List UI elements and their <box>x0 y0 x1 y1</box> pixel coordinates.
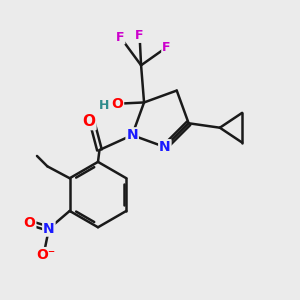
Text: N: N <box>126 128 138 142</box>
Text: F: F <box>135 29 144 42</box>
Text: F: F <box>162 41 171 54</box>
Text: N: N <box>43 222 55 236</box>
Text: O: O <box>24 216 35 230</box>
Text: H: H <box>99 99 109 112</box>
Text: O⁻: O⁻ <box>36 248 56 262</box>
Text: O: O <box>111 97 123 111</box>
Text: N: N <box>159 140 171 154</box>
Text: O: O <box>82 114 96 129</box>
Text: F: F <box>116 31 124 44</box>
